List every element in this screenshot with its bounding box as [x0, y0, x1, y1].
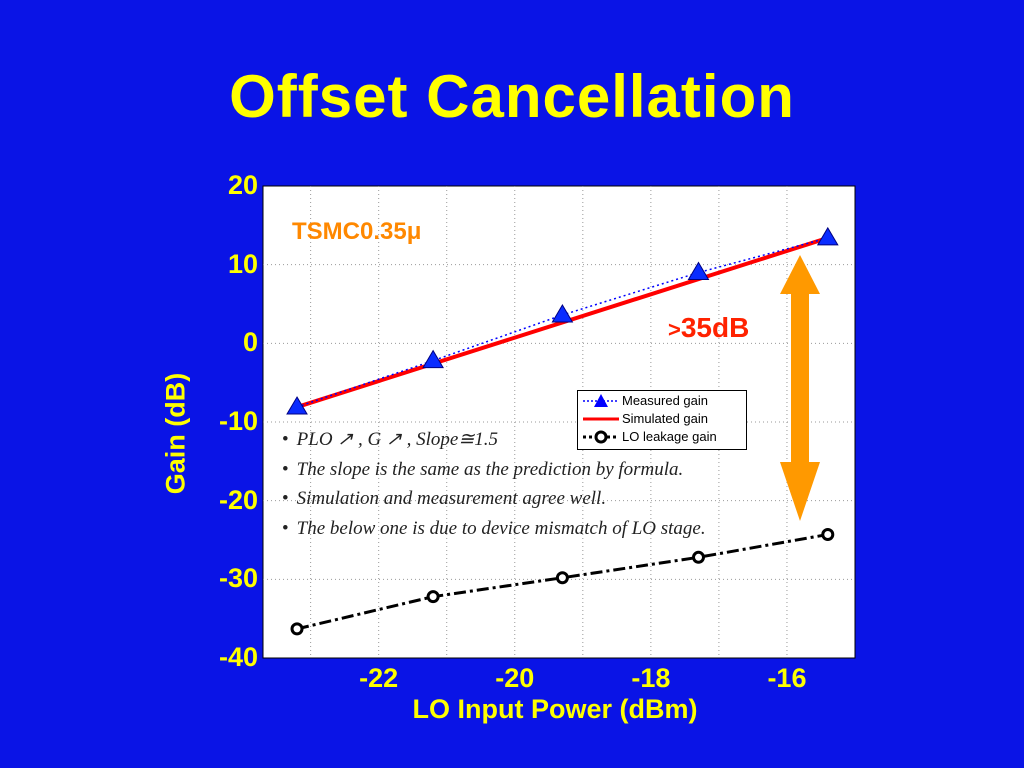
y-tick-label: -10 — [218, 406, 258, 436]
x-axis-label: LO Input Power (dBm) — [412, 694, 698, 724]
lo-leakage-gain-point — [426, 590, 440, 604]
technology-label: TSMC0.35μ — [292, 218, 422, 245]
y-axis-label: Gain (dB) — [160, 372, 191, 495]
note-item: • PLO ↗ , G ↗ , Slope≅1.5 — [282, 425, 706, 455]
measured-gain-point — [816, 226, 839, 246]
greater-than-sign: > — [668, 317, 681, 342]
gain-span-arrow — [780, 255, 820, 521]
measured-gain-point — [422, 349, 444, 369]
y-tick-label: -30 — [218, 563, 258, 594]
y-tick-label: 20 — [227, 170, 258, 200]
slide-title: Offset Cancellation — [229, 63, 795, 130]
bullet-icon: • — [282, 429, 289, 450]
notes-list: • PLO ↗ , G ↗ , Slope≅1.5 • The slope is t… — [282, 425, 706, 543]
note-text: Simulation and measurement agree well. — [296, 488, 607, 509]
bullet-icon: • — [282, 458, 289, 480]
note-text: PLO ↗ , G ↗ , Slope≅1.5 — [296, 429, 498, 450]
x-tick-label: -18 — [631, 663, 671, 693]
lo-leakage-gain-point — [290, 622, 304, 636]
x-tick-label: -22 — [359, 663, 399, 693]
series-layer — [286, 226, 839, 636]
legend-simulated-label: Simulated gain — [622, 411, 708, 426]
gain-difference-value: 35dB — [680, 312, 750, 343]
note-text: The slope is the same as the prediction … — [296, 458, 684, 480]
x-tick-label: -16 — [767, 663, 807, 693]
note-item: • The below one is due to device mismatch… — [282, 514, 706, 544]
y-tick-label: -40 — [218, 642, 258, 672]
y-tick-label: -20 — [218, 484, 258, 515]
legend-measured-label: Measured gain — [622, 393, 708, 408]
note-item: • Simulation and measurement agree well. — [282, 484, 706, 514]
note-item: • The slope is the same as the prediction… — [282, 455, 706, 485]
legend-leakage-swatch — [583, 430, 619, 444]
chart-legend: Measured gain Simulated gain LO leakage … — [577, 390, 747, 450]
measured-gain-point — [286, 396, 308, 415]
bullet-icon: • — [282, 517, 289, 539]
gain-difference-label: >35dB — [668, 312, 749, 344]
lo-leakage-gain-point — [821, 527, 835, 541]
legend-simulated-swatch — [583, 417, 619, 421]
x-tick-label: -20 — [495, 663, 535, 693]
lo-leakage-gain-point — [555, 571, 569, 585]
note-text: The below one is due to device mismatch … — [296, 517, 706, 539]
legend-measured-swatch — [583, 394, 619, 407]
lo-leakage-gain-point — [691, 550, 705, 564]
legend-leakage-label: LO leakage gain — [622, 429, 717, 444]
y-tick-label: 0 — [242, 327, 258, 358]
measured-gain-point — [551, 304, 574, 323]
measured-gain-point — [687, 261, 710, 281]
bullet-icon: • — [282, 488, 289, 509]
y-tick-label: 10 — [227, 248, 258, 279]
